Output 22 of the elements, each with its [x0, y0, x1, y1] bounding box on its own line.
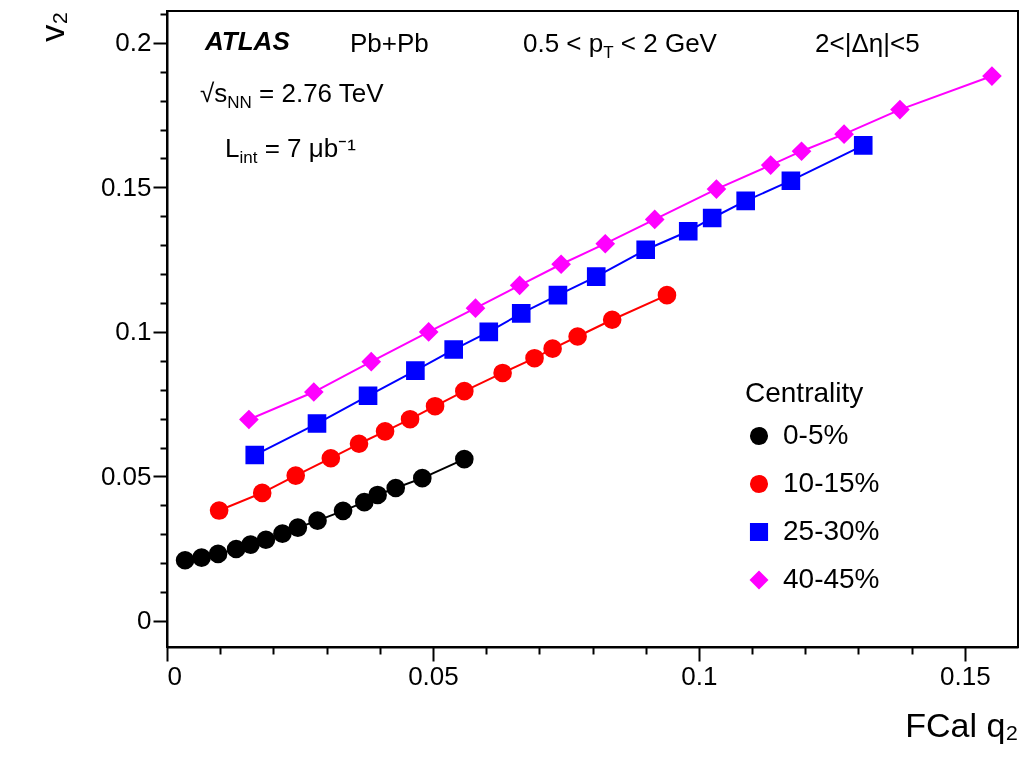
annotation: ATLAS: [205, 26, 290, 56]
annotation: Pb+Pb: [350, 28, 429, 58]
x-tick-label: 0: [167, 660, 182, 691]
legend-title: Centrality: [745, 377, 864, 408]
annotation: 0.5 < p$_{T}$ < 2 GeV: [523, 28, 717, 63]
legend-label: 25-30%: [783, 515, 880, 546]
y-tick-label: 0.15: [100, 171, 152, 202]
x-axis-title: FCal q₂: [905, 705, 1019, 744]
x-tick-label: 0.05: [408, 660, 459, 691]
legend-label: 10-15%: [783, 467, 880, 498]
annotation: √s$_{NN}$ = 2.76 TeV: [200, 78, 384, 113]
y-axis-title: v₂: [32, 11, 71, 42]
y-tick-label: 0.2: [115, 27, 152, 58]
y-tick-label: 0.1: [115, 316, 152, 347]
y-tick-label: 0: [137, 605, 152, 636]
legend-label: 40-45%: [783, 563, 880, 594]
x-tick-label: 0.15: [940, 660, 991, 691]
x-tick-label: 0.1: [681, 660, 718, 691]
y-tick-label: 0.05: [100, 460, 152, 491]
legend-label: 0-5%: [783, 419, 849, 450]
annotation: 2<|Δη|<5: [815, 28, 920, 58]
annotation: L$_{int}$ = 7 μb⁻¹: [225, 133, 356, 168]
